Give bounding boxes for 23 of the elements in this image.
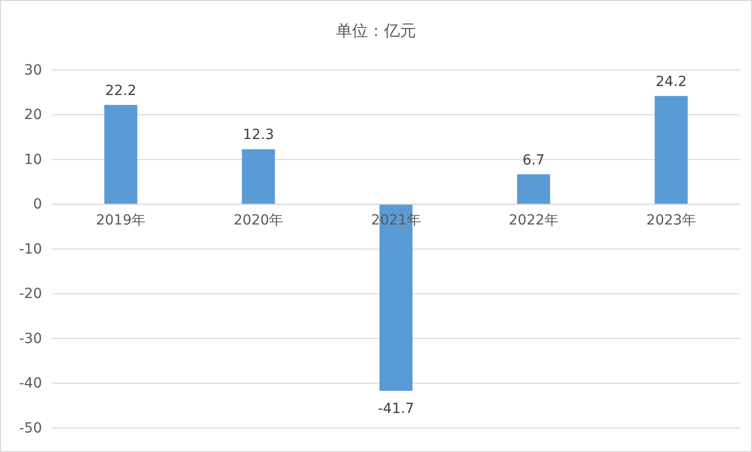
y-tick-label: -30 xyxy=(19,330,42,347)
data-label: 6.7 xyxy=(522,152,545,168)
y-tick-label: -10 xyxy=(19,241,42,258)
y-tick-label: -40 xyxy=(19,376,42,392)
data-label: 22.2 xyxy=(105,82,136,99)
y-tick-label: -50 xyxy=(19,420,42,436)
x-tick-label: 2022年 xyxy=(508,212,558,228)
y-tick-label: -20 xyxy=(19,286,42,302)
x-tick-label: 2023年 xyxy=(646,212,696,228)
y-tick-label: 0 xyxy=(33,196,42,213)
x-tick-label: 2020年 xyxy=(234,212,284,228)
bar xyxy=(654,96,688,204)
data-label: 24.2 xyxy=(656,74,687,90)
y-tick-label: 20 xyxy=(24,107,42,124)
x-tick-label: 2019年 xyxy=(96,212,146,228)
y-tick-label: 10 xyxy=(24,152,42,168)
bar xyxy=(242,149,275,204)
y-tick-label: 30 xyxy=(24,62,42,78)
bar xyxy=(517,174,550,204)
data-label: -41.7 xyxy=(378,400,414,417)
bar xyxy=(104,104,138,204)
chart-title: 单位：亿元 xyxy=(336,21,416,40)
data-label: 12.3 xyxy=(242,127,274,144)
